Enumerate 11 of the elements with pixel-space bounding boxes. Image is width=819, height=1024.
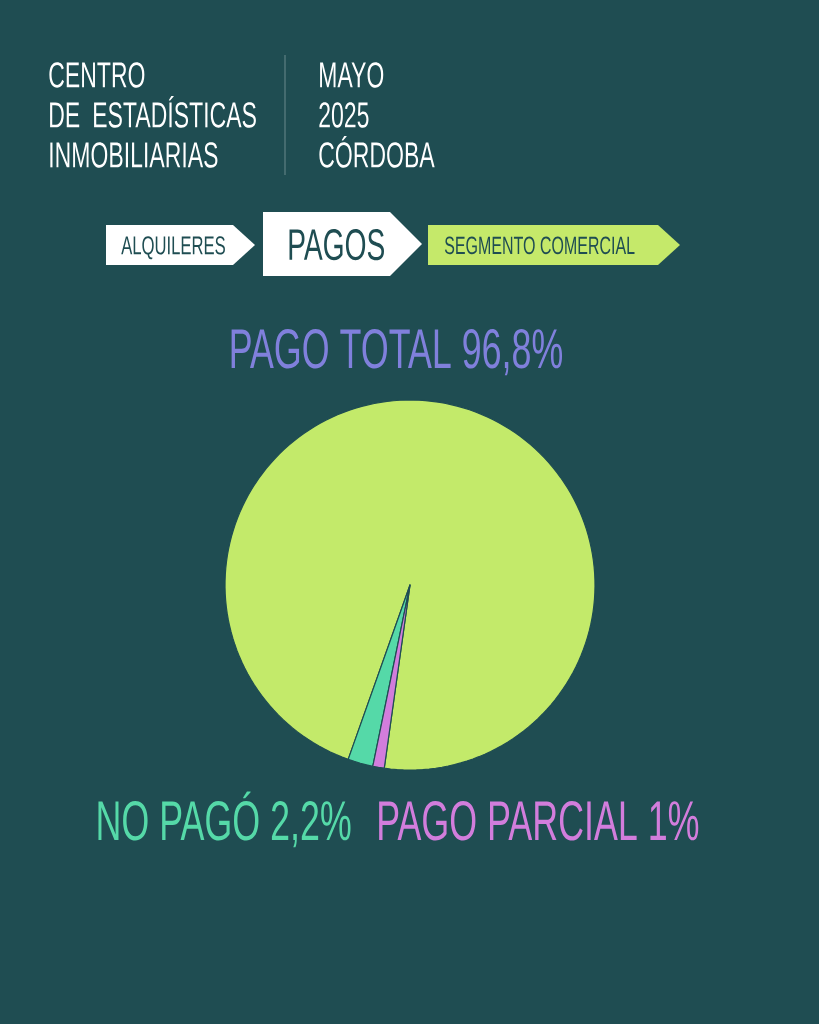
text: ALQUILERES — [121, 236, 225, 260]
chart-title: CENTRO DE ESTADÍSTICAS INMOBILIARIAS — [49, 62, 256, 168]
slice-label: PAGO PARCIAL — [379, 800, 637, 841]
text: SEGMENTO COMERCIAL — [444, 236, 635, 255]
text: PAGOS — [289, 229, 384, 261]
slice-label: NO PAGÓ — [98, 791, 259, 841]
slice-label: PAGO TOTAL — [231, 328, 451, 369]
data-label: 1% — [650, 801, 699, 841]
chart-subtitle: MAYO 2025 CÓRDOBA — [319, 62, 435, 168]
data-label: 96,8% — [463, 328, 563, 376]
data-label: 2,2% — [271, 800, 351, 848]
